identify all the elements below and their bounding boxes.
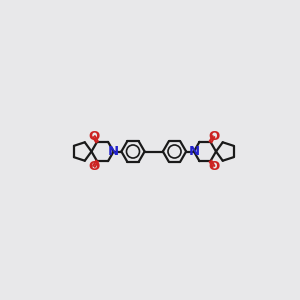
Text: N: N (188, 145, 200, 158)
Text: O: O (208, 130, 219, 143)
Text: O: O (88, 130, 100, 143)
Text: O: O (208, 160, 219, 173)
Text: O: O (88, 160, 100, 173)
Text: N: N (108, 145, 119, 158)
